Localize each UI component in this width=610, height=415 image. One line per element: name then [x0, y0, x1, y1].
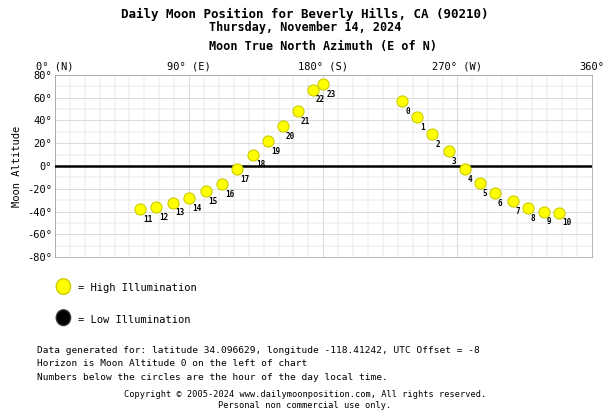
Y-axis label: Moon Altitude: Moon Altitude	[12, 125, 21, 207]
Text: 10: 10	[562, 218, 571, 227]
Text: Daily Moon Position for Beverly Hills, CA (90210): Daily Moon Position for Beverly Hills, C…	[121, 8, 489, 22]
Text: 8: 8	[531, 214, 535, 223]
Text: 23: 23	[326, 90, 336, 98]
Text: Thursday, November 14, 2024: Thursday, November 14, 2024	[209, 21, 401, 34]
Text: 20: 20	[286, 132, 295, 141]
Text: 6: 6	[498, 199, 503, 208]
Text: = High Illumination: = High Illumination	[78, 283, 197, 293]
Text: 5: 5	[483, 189, 487, 198]
Text: Personal non commercial use only.: Personal non commercial use only.	[218, 401, 392, 410]
Text: 16: 16	[225, 190, 234, 199]
Text: 4: 4	[468, 175, 473, 184]
Text: Horizon is Moon Altitude 0 on the left of chart: Horizon is Moon Altitude 0 on the left o…	[37, 359, 307, 369]
Text: 17: 17	[240, 175, 249, 184]
Text: 22: 22	[316, 95, 325, 104]
Circle shape	[56, 279, 71, 294]
Text: 14: 14	[192, 204, 201, 212]
Text: 21: 21	[301, 117, 310, 126]
Text: 0: 0	[405, 107, 410, 116]
Text: 9: 9	[547, 217, 551, 226]
Circle shape	[56, 310, 71, 325]
Text: 2: 2	[435, 140, 440, 149]
Text: 7: 7	[515, 207, 520, 216]
Text: 11: 11	[143, 215, 152, 224]
Text: 15: 15	[209, 197, 218, 206]
Text: Data generated for: latitude 34.096629, longitude -118.41242, UTC Offset = -8: Data generated for: latitude 34.096629, …	[37, 346, 479, 355]
Text: 3: 3	[451, 157, 456, 166]
Text: 1: 1	[420, 122, 425, 132]
Title: Moon True North Azimuth (E of N): Moon True North Azimuth (E of N)	[209, 40, 437, 53]
Text: = Low Illumination: = Low Illumination	[78, 315, 190, 325]
Text: 12: 12	[159, 213, 168, 222]
Text: 13: 13	[176, 208, 185, 217]
Text: 19: 19	[271, 146, 281, 156]
Text: 18: 18	[256, 160, 265, 169]
Text: Copyright © 2005-2024 www.dailymoonposition.com, All rights reserved.: Copyright © 2005-2024 www.dailymoonposit…	[124, 390, 486, 399]
Text: Numbers below the circles are the hour of the day local time.: Numbers below the circles are the hour o…	[37, 373, 387, 382]
